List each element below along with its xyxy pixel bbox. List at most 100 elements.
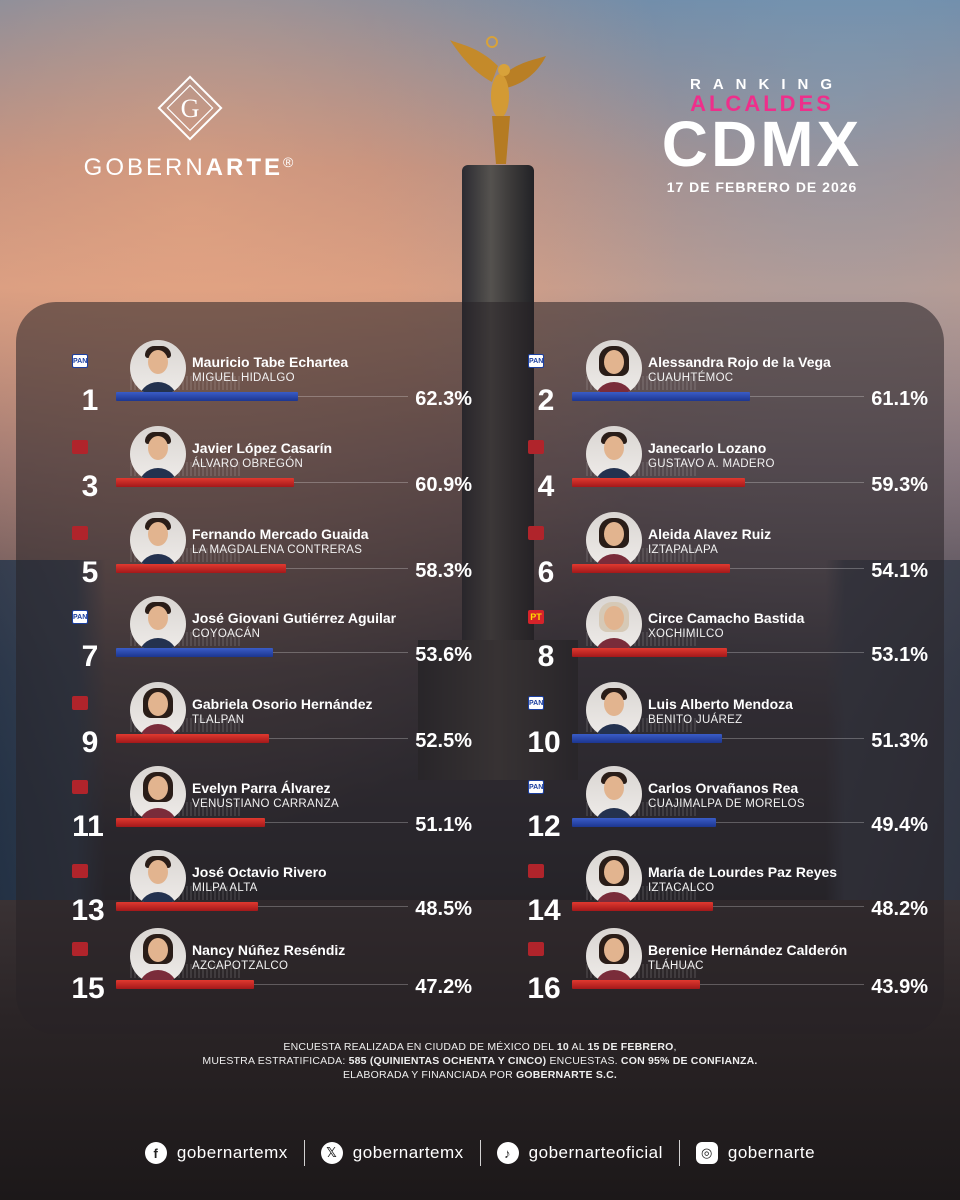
facebook-icon: f	[144, 1142, 167, 1164]
candidate-district: LA MAGDALENA CONTRERAS	[192, 544, 363, 556]
approval-percent: 51.3%	[871, 730, 928, 752]
social-x[interactable]: 𝕏 gobernartemx	[320, 1142, 464, 1164]
party-logo-icon: PAN	[528, 354, 544, 368]
social-instagram[interactable]: ◎ gobernarte	[695, 1142, 816, 1164]
approval-percent: 48.5%	[415, 898, 472, 920]
approval-percent: 51.1%	[415, 814, 472, 836]
candidate-photo	[130, 426, 186, 482]
candidate-photo	[130, 928, 186, 984]
ranking-panel: PAN 1 Mauricio Tabe Echartea MIGUEL HIDALGO…	[16, 302, 944, 1034]
candidate-district: TLALPAN	[192, 714, 245, 726]
approval-percent: 53.6%	[415, 644, 472, 666]
ranking-entry: 14 María de Lourdes Paz Reyes IZTACALCO 48.…	[527, 850, 928, 942]
rank-number: 12	[527, 810, 561, 843]
title-alcaldes: ALCALDES	[690, 91, 834, 116]
candidate-district: MILPA ALTA	[192, 882, 258, 894]
title-cdmx: CDMX	[661, 108, 863, 180]
ranking-entry: 11 Evelyn Parra Álvarez VENUSTIANO CARRANZ…	[72, 766, 472, 858]
social-handle: gobernartemx	[352, 1143, 464, 1162]
rank-number: 8	[537, 640, 555, 673]
ranking-entry: 3 Javier López Casarín ÁLVARO OBREGÓN 60.9%	[72, 426, 472, 518]
candidate-district: AZCAPOTZALCO	[192, 960, 289, 972]
party-logo-icon: PAN	[528, 696, 544, 710]
x-icon: 𝕏	[320, 1142, 343, 1164]
approval-percent: 53.1%	[871, 644, 928, 666]
candidate-photo	[130, 682, 186, 738]
rank-number: 3	[81, 470, 99, 503]
ranking-entry: 5 Fernando Mercado Guaida LA MAGDALENA CON…	[72, 512, 472, 604]
candidate-name: Mauricio Tabe Echartea	[192, 354, 349, 370]
approval-percent: 62.3%	[415, 388, 472, 410]
social-tiktok[interactable]: ♪ gobernarteoficial	[496, 1142, 663, 1164]
approval-percent: 48.2%	[871, 898, 928, 920]
approval-bar	[572, 392, 750, 401]
social-facebook[interactable]: f gobernartemx	[144, 1142, 288, 1164]
rank-number: 2	[537, 384, 555, 417]
candidate-name: María de Lourdes Paz Reyes	[648, 864, 838, 880]
social-handle: gobernartemx	[176, 1143, 288, 1162]
approval-bar	[116, 902, 258, 911]
party-logo-icon	[72, 780, 88, 794]
rank-number: 10	[527, 726, 561, 759]
party-logo-icon: PT	[528, 610, 544, 624]
party-logo-icon	[72, 696, 88, 710]
candidate-district: IZTAPALAPA	[648, 544, 719, 556]
bar-track	[116, 906, 408, 907]
candidate-district: IZTACALCO	[648, 882, 715, 894]
candidate-photo	[586, 766, 642, 822]
party-logo-icon	[528, 942, 544, 956]
rank-number: 11	[72, 810, 104, 843]
approval-bar	[572, 478, 745, 487]
approval-bar	[116, 564, 286, 573]
ranking-entry: 6 Aleida Alavez Ruiz IZTAPALAPA 54.1%	[528, 512, 928, 604]
rank-number: 9	[81, 726, 99, 759]
divider	[678, 1140, 680, 1166]
svg-text:G: G	[181, 94, 200, 123]
candidate-name: Javier López Casarín	[192, 440, 333, 456]
candidate-district: XOCHIMILCO	[648, 628, 724, 640]
candidate-photo	[586, 682, 642, 738]
candidate-photo	[130, 766, 186, 822]
candidate-district: GUSTAVO A. MADERO	[648, 458, 775, 470]
candidate-district: MIGUEL HIDALGO	[192, 372, 295, 384]
candidate-photo	[586, 426, 642, 482]
candidate-name: Berenice Hernández Calderón	[648, 942, 848, 958]
brand-name: GOBERNARTE®	[83, 154, 297, 181]
approval-percent: 49.4%	[871, 814, 928, 836]
ranking-entry: PAN 12 Carlos Orvañanos Rea CUAJIMALPA DE M…	[527, 766, 928, 858]
ranking-entry: PAN 7 José Giovani Gutiérrez Aguilar COYOAC…	[72, 596, 472, 688]
tiktok-icon: ♪	[496, 1142, 519, 1164]
approval-bar	[572, 734, 722, 743]
candidate-name: José Giovani Gutiérrez Aguilar	[192, 610, 397, 626]
approval-percent: 61.1%	[871, 388, 928, 410]
methodology-note: ENCUESTA REALIZADA EN CIUDAD DE MÉXICO D…	[202, 1041, 758, 1081]
party-logo-icon: PAN	[528, 780, 544, 794]
approval-bar	[572, 564, 730, 573]
bar-track	[116, 984, 408, 985]
approval-bar	[116, 734, 269, 743]
brand-block: G GOBERNARTE®	[60, 72, 320, 182]
candidate-photo	[130, 850, 186, 906]
candidate-district: TLÁHUAC	[648, 960, 704, 972]
approval-percent: 47.2%	[415, 976, 472, 998]
party-logo-icon	[528, 440, 544, 454]
party-logo-icon	[72, 526, 88, 540]
ranking-entry: PAN 10 Luis Alberto Mendoza BENITO JUÁREZ 51…	[527, 682, 928, 774]
ranking-entry: 13 José Octavio Rivero MILPA ALTA 48.5%	[71, 850, 472, 942]
party-logo-icon	[72, 942, 88, 956]
bar-track	[572, 822, 864, 823]
social-handle: gobernarte	[727, 1143, 816, 1162]
candidate-district: CUAJIMALPA DE MORELOS	[648, 798, 805, 810]
rank-number: 14	[527, 894, 561, 927]
divider	[479, 1140, 481, 1166]
rank-number: 5	[81, 556, 99, 589]
candidate-photo	[586, 928, 642, 984]
candidate-photo	[586, 512, 642, 568]
approval-bar	[116, 980, 254, 989]
approval-percent: 43.9%	[871, 976, 928, 998]
social-links: f gobernartemx 𝕏 gobernartemx ♪ gobernar…	[80, 1136, 880, 1170]
party-logo-icon: PAN	[72, 354, 88, 368]
rank-number: 1	[81, 384, 99, 417]
candidate-name: Luis Alberto Mendoza	[648, 696, 793, 712]
candidate-district: COYOACÁN	[192, 628, 261, 640]
